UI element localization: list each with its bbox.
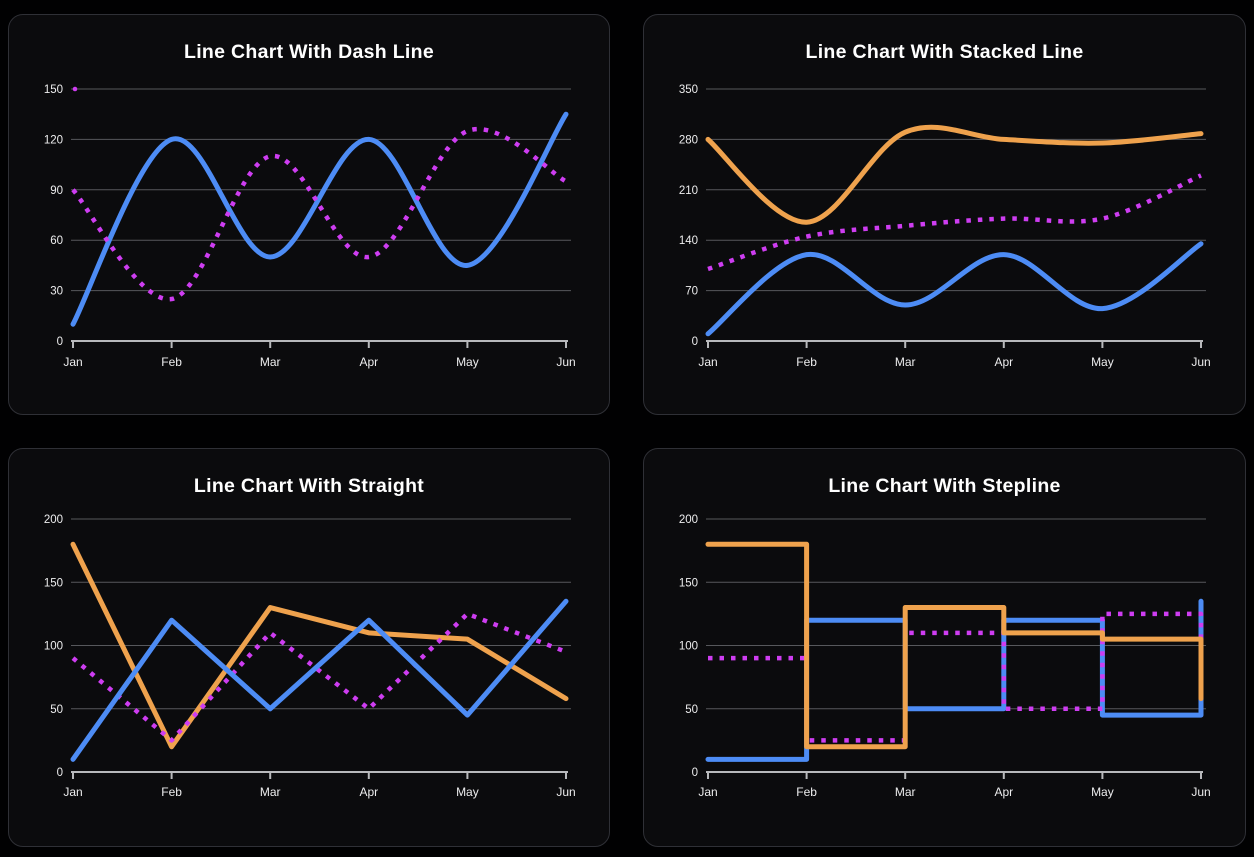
svg-text:Apr: Apr [359, 785, 378, 799]
svg-text:140: 140 [679, 235, 698, 247]
svg-text:Feb: Feb [796, 785, 817, 799]
svg-text:May: May [456, 785, 479, 799]
chart-card-dash-line: Line Chart With Dash Line 0 30 60 90 120 150 J… [8, 14, 610, 415]
svg-text:0: 0 [57, 767, 63, 779]
svg-text:30: 30 [50, 286, 63, 298]
svg-text:0: 0 [692, 336, 698, 348]
svg-text:Jun: Jun [556, 355, 575, 369]
chart-card-stepline: Line Chart With Stepline 0 50 100 150 200 Jan… [643, 448, 1246, 847]
svg-text:Mar: Mar [895, 355, 916, 369]
svg-text:Feb: Feb [161, 785, 182, 799]
svg-text:Mar: Mar [260, 785, 281, 799]
svg-text:Jan: Jan [63, 785, 82, 799]
svg-text:Apr: Apr [994, 355, 1013, 369]
chart-card-stacked-line: Line Chart With Stacked Line 0 70 140 210 28… [643, 14, 1246, 415]
svg-text:210: 210 [679, 185, 698, 197]
svg-text:Feb: Feb [796, 355, 817, 369]
line-chart-canvas: 0 50 100 150 200 Jan Feb Mar Apr May Jun [44, 514, 576, 799]
svg-text:50: 50 [50, 704, 63, 716]
svg-text:150: 150 [44, 84, 63, 96]
svg-text:200: 200 [679, 514, 698, 526]
svg-text:Jan: Jan [698, 785, 717, 799]
svg-text:120: 120 [44, 134, 63, 146]
svg-text:200: 200 [44, 514, 63, 526]
svg-text:Jun: Jun [1191, 785, 1210, 799]
svg-text:50: 50 [685, 704, 698, 716]
chart-title: Line Chart With Dash Line [183, 41, 434, 63]
svg-text:Jan: Jan [698, 355, 717, 369]
svg-text:Mar: Mar [260, 355, 281, 369]
svg-text:May: May [1091, 355, 1114, 369]
svg-text:100: 100 [679, 641, 698, 653]
chart-title: Line Chart With Stepline [828, 475, 1061, 497]
svg-text:280: 280 [679, 134, 698, 146]
svg-text:Mar: Mar [895, 785, 916, 799]
svg-text:60: 60 [50, 235, 63, 247]
svg-text:Jun: Jun [1191, 355, 1210, 369]
line-chart-canvas: 0 50 100 150 200 Jan Feb Mar Apr May Jun [679, 514, 1211, 799]
svg-text:0: 0 [692, 767, 698, 779]
chart-card-straight: Line Chart With Straight 0 50 100 150 200 Jan… [8, 448, 610, 847]
svg-text:May: May [456, 355, 479, 369]
chart-title: Line Chart With Straight [193, 475, 425, 497]
chart-title: Line Chart With Stacked Line [805, 41, 1084, 63]
svg-text:70: 70 [685, 286, 698, 298]
svg-text:100: 100 [44, 641, 63, 653]
svg-text:Apr: Apr [994, 785, 1013, 799]
line-chart-canvas: 0 30 60 90 120 150 Jan Feb Mar Apr May Jun [44, 84, 576, 369]
svg-text:May: May [1091, 785, 1114, 799]
svg-text:Jun: Jun [556, 785, 575, 799]
svg-text:Jan: Jan [63, 355, 82, 369]
svg-text:150: 150 [679, 577, 698, 589]
svg-text:150: 150 [44, 577, 63, 589]
svg-text:90: 90 [50, 185, 63, 197]
line-chart-canvas: 0 70 140 210 280 350 Jan Feb Mar Apr May Jun [679, 84, 1211, 369]
svg-text:Feb: Feb [161, 355, 182, 369]
svg-text:350: 350 [679, 84, 698, 96]
svg-text:0: 0 [57, 336, 63, 348]
svg-text:Apr: Apr [359, 355, 378, 369]
